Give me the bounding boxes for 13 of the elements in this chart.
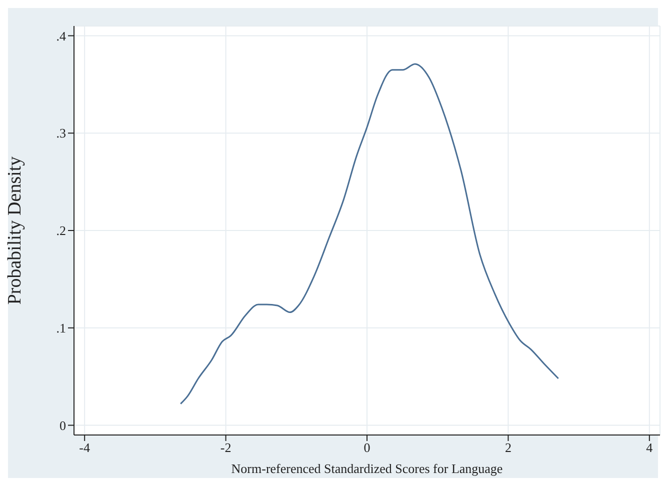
y-tick-label: .3	[56, 126, 66, 141]
x-tick-label: -4	[79, 440, 90, 456]
y-tick-label: .1	[56, 320, 66, 336]
y-axis-title: Probability Density	[4, 156, 26, 305]
y-tick-label: 0	[60, 418, 66, 433]
y-tick-label: .2	[56, 223, 66, 238]
line-series	[180, 63, 560, 405]
x-tick-label: 4	[646, 440, 654, 456]
x-axis-title: Norm-referenced Standardized Scores for Language	[231, 461, 503, 476]
x-tick-label: 2	[504, 440, 512, 456]
x-tick-label: 0	[364, 440, 370, 456]
x-tick-label: -2	[220, 440, 232, 456]
y-tick-label: .4	[56, 28, 66, 44]
